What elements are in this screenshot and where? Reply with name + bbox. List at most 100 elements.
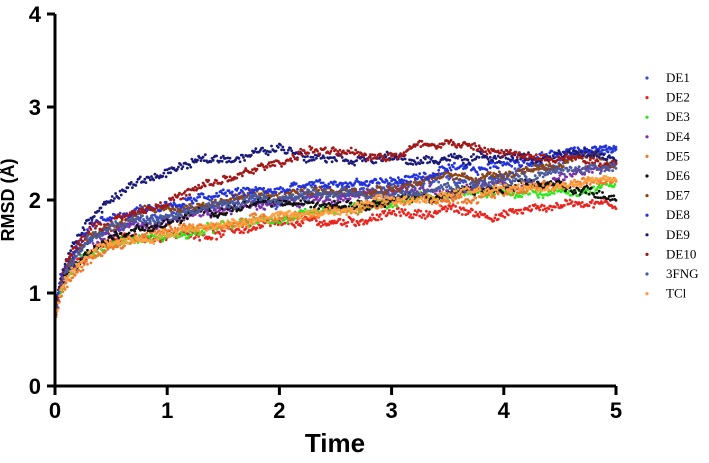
data-point	[409, 213, 413, 217]
data-point	[329, 221, 333, 225]
data-point	[100, 254, 104, 258]
data-point	[313, 184, 317, 188]
data-point	[110, 216, 114, 220]
data-point	[550, 208, 554, 212]
data-point	[521, 154, 525, 158]
data-point	[464, 163, 468, 167]
data-point	[208, 209, 212, 213]
data-point	[124, 190, 128, 194]
data-point	[477, 156, 481, 159]
data-point	[572, 149, 575, 153]
data-point	[595, 154, 599, 158]
data-point	[401, 158, 405, 161]
data-point	[230, 226, 234, 230]
data-point	[388, 181, 391, 185]
data-point	[187, 187, 190, 191]
data-point	[381, 205, 384, 208]
data-point	[576, 151, 580, 155]
data-point	[503, 152, 507, 156]
data-point	[531, 161, 535, 165]
data-point	[92, 215, 96, 218]
data-point	[497, 170, 501, 174]
data-point	[254, 186, 258, 189]
data-point	[281, 216, 285, 220]
data-point	[480, 176, 483, 180]
data-point	[359, 155, 363, 159]
data-point	[522, 167, 526, 171]
data-point	[220, 181, 224, 184]
data-point	[371, 205, 374, 208]
data-point	[558, 206, 562, 210]
data-point	[333, 156, 336, 159]
data-point	[86, 228, 89, 232]
data-point	[166, 203, 170, 207]
data-point	[273, 164, 277, 168]
data-point	[249, 191, 253, 195]
data-point	[172, 211, 176, 215]
data-point	[601, 201, 604, 205]
data-point	[239, 208, 243, 212]
data-point	[453, 210, 456, 213]
data-point	[103, 223, 106, 227]
data-point	[395, 204, 399, 208]
data-point	[81, 268, 85, 272]
data-point	[329, 156, 333, 160]
data-point	[552, 156, 556, 160]
data-point	[299, 147, 303, 151]
data-point	[405, 183, 409, 187]
data-point	[291, 204, 295, 207]
data-point	[368, 153, 372, 157]
data-point	[447, 163, 451, 167]
data-point	[192, 160, 196, 164]
data-point	[453, 161, 456, 165]
data-point	[127, 213, 131, 217]
data-point	[398, 155, 401, 159]
data-point	[377, 215, 381, 219]
data-point	[385, 188, 389, 192]
data-point	[380, 188, 383, 192]
data-point	[313, 195, 317, 199]
data-point	[451, 203, 455, 207]
data-point	[251, 168, 254, 172]
data-point	[117, 213, 121, 217]
data-point	[184, 194, 188, 197]
data-point	[379, 185, 382, 189]
data-point	[496, 192, 500, 196]
data-point	[365, 207, 369, 211]
data-point	[214, 231, 217, 235]
data-point	[143, 204, 147, 208]
data-point	[193, 232, 197, 236]
data-point	[546, 168, 549, 171]
data-point	[227, 189, 231, 193]
data-point	[65, 285, 69, 289]
data-point	[79, 238, 83, 242]
data-point	[97, 222, 101, 226]
data-point	[147, 176, 151, 180]
data-point	[225, 194, 229, 198]
data-point	[270, 144, 273, 148]
data-point	[420, 181, 424, 185]
data-point	[601, 191, 604, 194]
data-point	[80, 231, 84, 235]
data-point	[134, 227, 138, 230]
data-point	[460, 143, 464, 147]
data-point	[215, 179, 219, 183]
data-point	[399, 180, 402, 184]
data-point	[117, 236, 121, 240]
data-point	[385, 179, 389, 183]
data-point	[488, 155, 492, 159]
data-point	[420, 139, 424, 143]
data-point	[579, 150, 583, 154]
data-point	[614, 148, 618, 151]
data-point	[402, 212, 406, 215]
data-point	[303, 185, 307, 189]
data-point	[111, 237, 115, 241]
data-point	[116, 245, 120, 249]
data-point	[283, 192, 287, 196]
data-point	[247, 187, 251, 191]
data-point	[396, 176, 400, 180]
data-point	[399, 214, 402, 218]
data-point	[283, 203, 287, 207]
data-point	[508, 150, 511, 154]
data-point	[252, 172, 256, 175]
